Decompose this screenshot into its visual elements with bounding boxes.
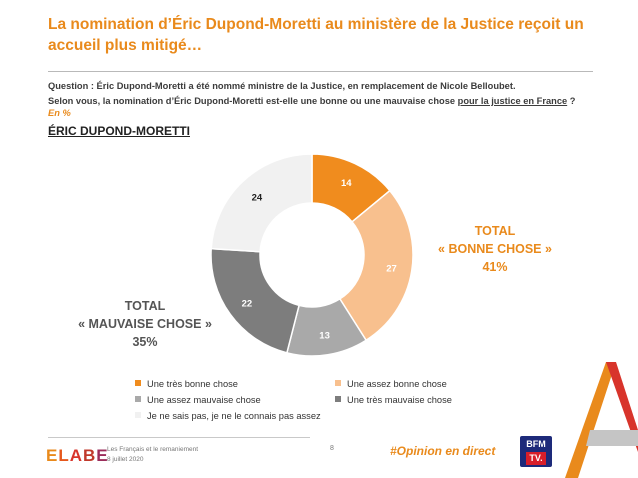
total-bad-label-1: TOTAL xyxy=(124,299,166,313)
bfmtv-logo: BFM TV. xyxy=(520,436,552,467)
legend-swatch xyxy=(135,412,141,418)
slice-value-label: 27 xyxy=(386,264,397,275)
total-bad-label-2: « MAUVAISE CHOSE » xyxy=(78,317,212,331)
legend-item: Je ne sais pas, je ne le connais pas ass… xyxy=(135,411,321,421)
slice-value-label: 14 xyxy=(341,178,352,189)
slice-value-label: 24 xyxy=(252,192,263,203)
tv-logo-text: TV. xyxy=(526,452,546,465)
unit-label: En % xyxy=(48,108,71,118)
footer-source: Les Français et le remaniement 8 juillet… xyxy=(107,445,198,465)
page-number: 8 xyxy=(330,445,334,452)
total-good-value: 41% xyxy=(482,260,508,274)
legend-swatch xyxy=(335,396,341,402)
question-line-2-end: ? xyxy=(567,96,576,106)
footer-source-line-1: Les Français et le remaniement xyxy=(107,446,199,453)
total-good-label-2: « BONNE CHOSE » xyxy=(438,242,552,256)
legend-item: Une très bonne chose xyxy=(135,379,238,389)
total-good-label-1: TOTAL xyxy=(474,224,516,238)
question-line-2-start: Selon vous, la nomination d’Éric Dupond-… xyxy=(48,96,458,106)
question-line-2: Selon vous, la nomination d’Éric Dupond-… xyxy=(48,94,608,109)
subject-heading: ÉRIC DUPOND-MORETTI xyxy=(48,124,190,138)
legend-label: Une assez mauvaise chose xyxy=(147,395,261,405)
question-line-1: Question : Éric Dupond-Moretti a été nom… xyxy=(48,81,516,91)
footer-divider xyxy=(48,437,310,438)
donut-slice xyxy=(210,153,313,253)
hashtag-label: #Opinion en direct xyxy=(390,444,496,458)
legend-label: Une très mauvaise chose xyxy=(347,395,452,405)
legend-item: Une très mauvaise chose xyxy=(335,395,452,405)
page-title: La nomination d’Éric Dupond-Moretti au m… xyxy=(48,16,584,54)
title-divider xyxy=(48,71,593,72)
legend-label: Une très bonne chose xyxy=(147,379,238,389)
donut-slice xyxy=(210,247,300,354)
slice-value-label: 22 xyxy=(242,298,253,309)
footer-source-line-2: 8 juillet 2020 xyxy=(107,456,144,463)
question-block: Question : Éric Dupond-Moretti a été nom… xyxy=(48,79,608,109)
legend-item: Une assez bonne chose xyxy=(335,379,447,389)
total-bad-value: 35% xyxy=(132,335,158,349)
legend-item: Une assez mauvaise chose xyxy=(135,395,261,405)
total-good-block: TOTAL « BONNE CHOSE » 41% xyxy=(425,222,565,276)
legend-swatch xyxy=(135,380,141,386)
question-underlined: pour la justice en France xyxy=(457,96,568,106)
legend-swatch xyxy=(135,396,141,402)
donut-slice xyxy=(338,189,414,342)
legend-label: Je ne sais pas, je ne le connais pas ass… xyxy=(147,411,321,421)
total-bad-block: TOTAL « MAUVAISE CHOSE » 35% xyxy=(70,297,220,351)
legend-swatch xyxy=(335,380,341,386)
bfm-logo-text: BFM xyxy=(526,439,546,449)
slice-value-label: 13 xyxy=(319,331,330,342)
elabe-logo: ELABE xyxy=(46,446,109,465)
legend-label: Une assez bonne chose xyxy=(347,379,447,389)
